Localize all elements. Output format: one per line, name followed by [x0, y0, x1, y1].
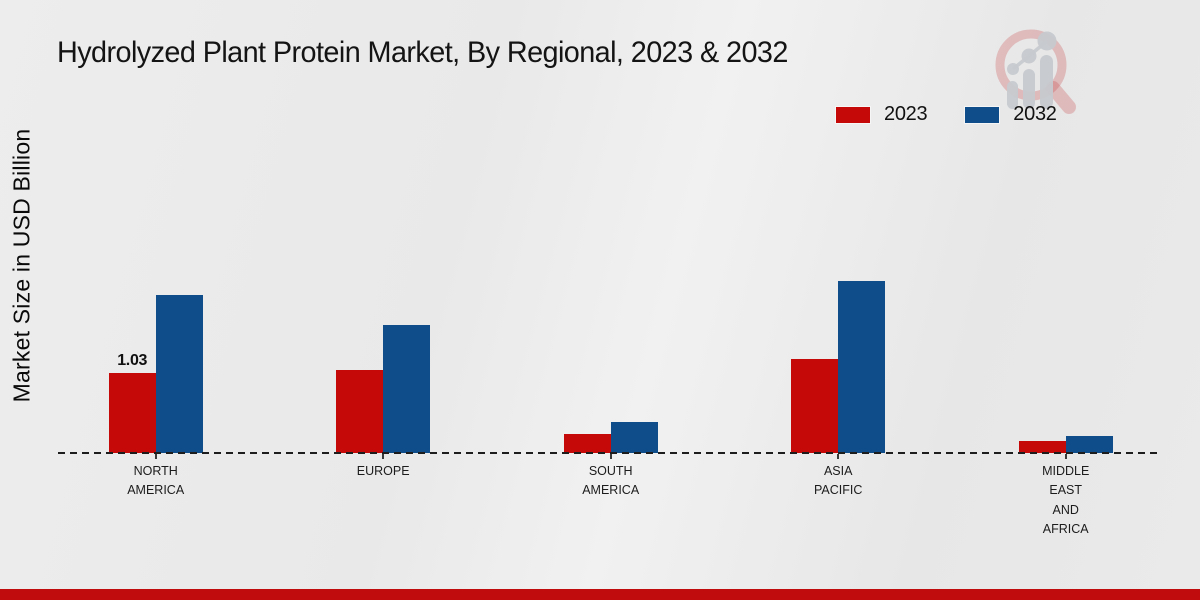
- x-axis-tick: [837, 454, 840, 459]
- category-label-south-america: SOUTH AMERICA: [582, 464, 640, 498]
- bar-2023-south-america: [563, 434, 611, 453]
- bar-2023-asia-pacific: [791, 359, 839, 453]
- x-axis-baseline: [58, 452, 1159, 454]
- bar-2023-north-america: [108, 373, 156, 453]
- bar-2032-asia-pacific: [838, 281, 886, 453]
- footer-red-band: [0, 589, 1200, 600]
- category-label-north-america: NORTH AMERICA: [127, 464, 185, 498]
- x-axis-tick: [1064, 454, 1067, 459]
- legend-label: 2032: [1013, 103, 1057, 125]
- legend-label: 2023: [884, 103, 928, 125]
- legend-swatch-icon: [965, 106, 1000, 123]
- bar-value-label: 1.03: [117, 352, 148, 369]
- x-axis-tick: [154, 454, 157, 459]
- category-label-middle-east-and-africa: MIDDLE EAST AND AFRICA: [1042, 464, 1090, 537]
- category-label-europe: EUROPE: [356, 464, 410, 478]
- chart-title: Hydrolyzed Plant Protein Market, By Regi…: [57, 36, 788, 69]
- bar-2032-middle-east-and-africa: [1065, 436, 1113, 453]
- legend: 2023 2032: [836, 103, 1057, 126]
- magnifier-chart-logo-icon: [995, 29, 1076, 114]
- x-axis-tick: [382, 454, 385, 459]
- bar-2023-middle-east-and-africa: [1018, 441, 1066, 453]
- category-label-asia-pacific: ASIA PACIFIC: [813, 464, 863, 498]
- bar-2032-north-america: [155, 295, 203, 453]
- legend-item-2023: 2023: [836, 103, 928, 126]
- legend-item-2032: 2032: [965, 103, 1057, 126]
- bar-2032-europe: [383, 325, 431, 453]
- bar-2032-south-america: [610, 422, 658, 453]
- x-axis-tick: [609, 454, 612, 459]
- bar-2023-europe: [336, 370, 384, 453]
- legend-swatch-icon: [836, 106, 870, 123]
